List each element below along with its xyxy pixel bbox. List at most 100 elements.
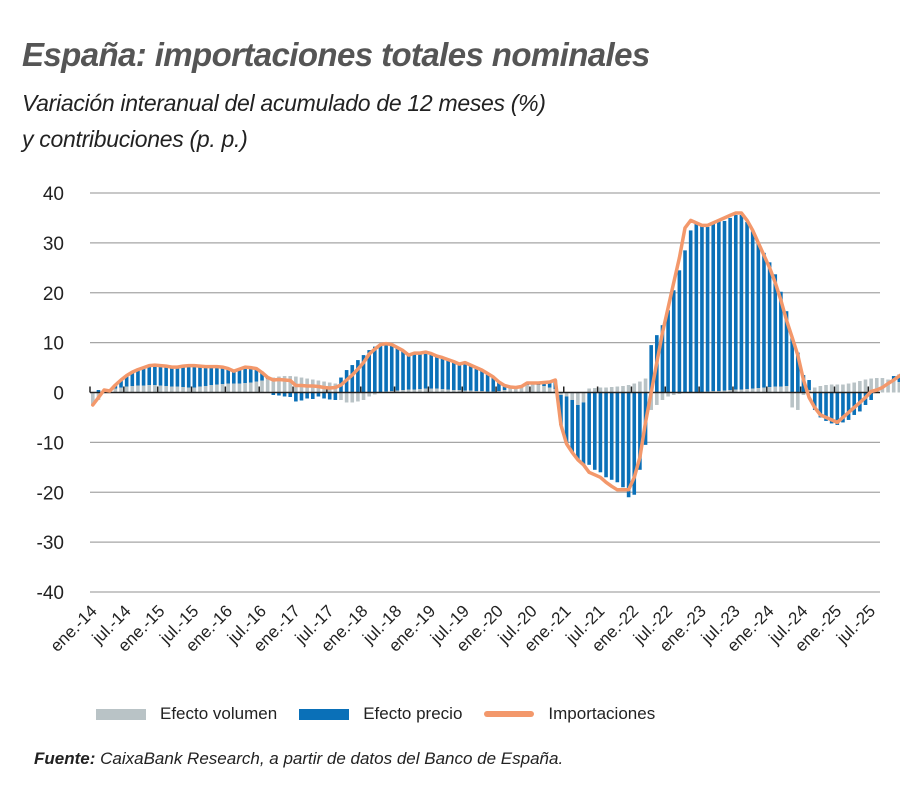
bar-segment <box>451 390 456 393</box>
bar-segment <box>282 392 287 397</box>
bar-segment <box>373 346 377 393</box>
bar-segment <box>542 386 546 393</box>
bar-segment <box>260 380 264 393</box>
bar-segment <box>169 386 174 393</box>
bar-segment <box>248 367 253 383</box>
bar-segment <box>536 385 541 393</box>
bar-segment <box>880 378 885 393</box>
bar-segment <box>829 392 834 424</box>
bar-segment <box>480 370 484 392</box>
bar-segment <box>666 392 670 397</box>
bar-segment <box>429 353 434 389</box>
bar-segment <box>547 382 552 388</box>
bar-segment <box>671 392 676 395</box>
bar-segment <box>457 364 462 391</box>
bar-segment <box>756 243 761 389</box>
bar-segment <box>722 390 727 393</box>
bar-segment <box>852 392 857 415</box>
bar-segment <box>846 392 851 420</box>
bar-segment <box>305 392 309 399</box>
bar-segment <box>649 345 653 393</box>
bar-segment <box>576 392 580 405</box>
bar-segment <box>671 290 676 393</box>
bar-segment <box>401 390 405 393</box>
bar-segment <box>215 384 219 393</box>
bar-segment <box>226 383 230 393</box>
bar-segment <box>198 386 202 393</box>
bar-segment <box>215 366 219 385</box>
bar-segment <box>604 392 608 478</box>
bar-segment <box>367 350 371 393</box>
bar-segment <box>660 325 665 393</box>
bar-segment <box>395 390 400 393</box>
bar-segment <box>186 365 191 388</box>
bar-segment <box>91 392 95 405</box>
bar-segment <box>232 371 236 384</box>
bar-segment <box>243 383 247 393</box>
bar-segment <box>615 392 620 483</box>
bar-segment <box>728 217 732 391</box>
bar-segment <box>869 392 873 400</box>
bar-segment <box>638 392 642 470</box>
bar-segment <box>739 214 744 390</box>
bar-segment <box>632 392 637 495</box>
bar-segment <box>265 379 270 393</box>
legend-swatch-imports <box>484 711 535 717</box>
bar-segment <box>891 381 896 393</box>
bar-segment <box>801 392 806 395</box>
bar-segment <box>463 362 467 391</box>
bar-segment <box>604 387 608 393</box>
bar-segment <box>779 291 783 387</box>
bar-segment <box>153 385 157 393</box>
bar-segment <box>147 385 152 393</box>
bar-segment <box>767 262 772 388</box>
bar-segment <box>773 274 778 387</box>
bar-segment <box>790 337 794 393</box>
chart-title: España: importaciones totales nominales <box>22 36 650 73</box>
legend-label-imports: Importaciones <box>548 704 656 723</box>
bar-segment <box>141 367 146 386</box>
bar-segment <box>660 392 665 400</box>
bar-segment <box>474 367 479 392</box>
bar-segment <box>700 224 704 393</box>
bar-segment <box>299 392 304 401</box>
bar-segment <box>119 387 123 393</box>
bar-segment <box>463 390 467 393</box>
bar-segment <box>835 384 840 393</box>
bar-segment <box>812 392 817 410</box>
bar-segment <box>361 355 366 393</box>
chart-legend: Efecto volumen Efecto precio Importacion… <box>96 704 677 724</box>
bar-segment <box>406 389 411 393</box>
x-tick-label: jul.-25 <box>832 601 879 648</box>
bar-segment <box>175 386 180 393</box>
bar-segment <box>762 387 766 393</box>
source-note: Fuente: CaixaBank Research, a partir de … <box>34 749 563 769</box>
y-tick-label: -10 <box>37 433 64 454</box>
bar-segment <box>361 392 366 400</box>
bar-segment <box>96 390 101 393</box>
bar-segment <box>113 388 118 393</box>
y-tick-label: 0 <box>53 384 64 405</box>
bar-segment <box>451 361 456 391</box>
bar-segment <box>220 367 225 385</box>
bar-segment <box>164 386 168 393</box>
bar-segment <box>136 385 140 393</box>
bar-segment <box>203 386 208 393</box>
bar-segment <box>401 350 405 391</box>
bar-segment <box>711 223 716 392</box>
bar-segment <box>367 392 371 397</box>
bar-segment <box>807 390 811 393</box>
bar-segment <box>756 388 761 393</box>
bar-segment <box>677 270 682 393</box>
bar-segment <box>468 390 473 393</box>
bar-segment <box>824 385 828 393</box>
bar-segment <box>198 366 202 387</box>
bar-segment <box>423 352 428 389</box>
bar-segment <box>124 386 129 393</box>
bar-segment <box>384 343 388 392</box>
bar-segment <box>356 392 360 402</box>
bar-segment <box>688 230 693 393</box>
y-tick-label: 20 <box>43 284 64 305</box>
bar-segment <box>282 376 287 393</box>
bar-segment <box>779 386 783 393</box>
